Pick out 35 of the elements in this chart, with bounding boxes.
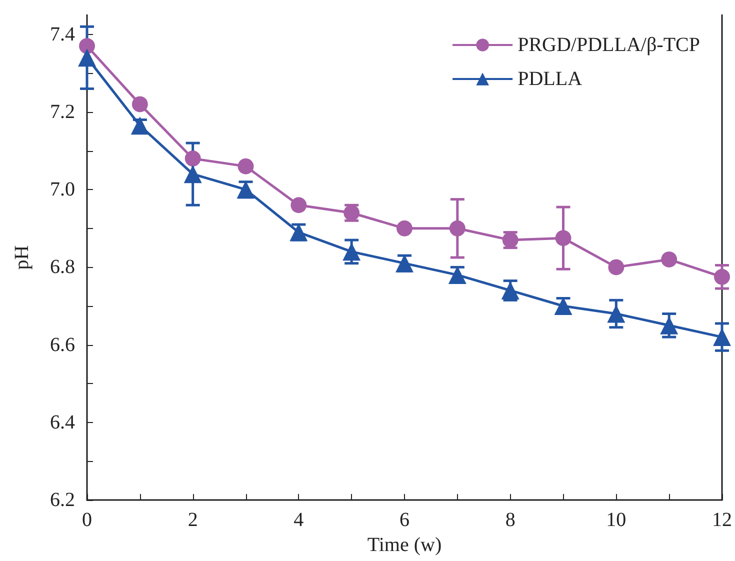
x-axis-title: Time (w) bbox=[367, 534, 442, 556]
legend-label: PRGD/PDLLA/β-TCP bbox=[518, 34, 700, 56]
point bbox=[79, 38, 95, 54]
y-tick-label: 7.0 bbox=[50, 178, 75, 201]
point bbox=[396, 220, 412, 236]
y-tick-label: 6.6 bbox=[50, 334, 75, 356]
point bbox=[713, 328, 731, 346]
x-tick-label: 8 bbox=[505, 509, 516, 531]
y-tick-label: 7.2 bbox=[50, 101, 75, 123]
point bbox=[714, 268, 730, 285]
point bbox=[184, 150, 201, 167]
point bbox=[132, 96, 148, 112]
point bbox=[238, 158, 254, 174]
point bbox=[449, 220, 466, 236]
point bbox=[660, 316, 678, 334]
x-tick-label: 6 bbox=[400, 509, 410, 531]
x-tick-label: 10 bbox=[606, 509, 626, 531]
point bbox=[342, 242, 361, 261]
y-tick-label: 7.4 bbox=[50, 23, 75, 46]
point bbox=[555, 230, 572, 246]
y-tick-label: 6.8 bbox=[50, 256, 75, 278]
point bbox=[290, 197, 307, 214]
y-tick-label: 6.2 bbox=[50, 489, 75, 511]
point bbox=[184, 165, 202, 184]
y-tick-label: 6.4 bbox=[50, 411, 75, 434]
point bbox=[608, 259, 624, 276]
legend-label: PDLLA bbox=[518, 68, 583, 90]
x-tick-label: 0 bbox=[82, 509, 92, 531]
x-tick-label: 4 bbox=[294, 509, 304, 531]
y-axis-title: pH bbox=[11, 245, 33, 270]
point bbox=[661, 251, 678, 268]
x-tick-label: 12 bbox=[712, 509, 732, 531]
x-tick-label: 2 bbox=[188, 509, 198, 531]
point bbox=[607, 304, 626, 323]
point bbox=[78, 48, 96, 67]
